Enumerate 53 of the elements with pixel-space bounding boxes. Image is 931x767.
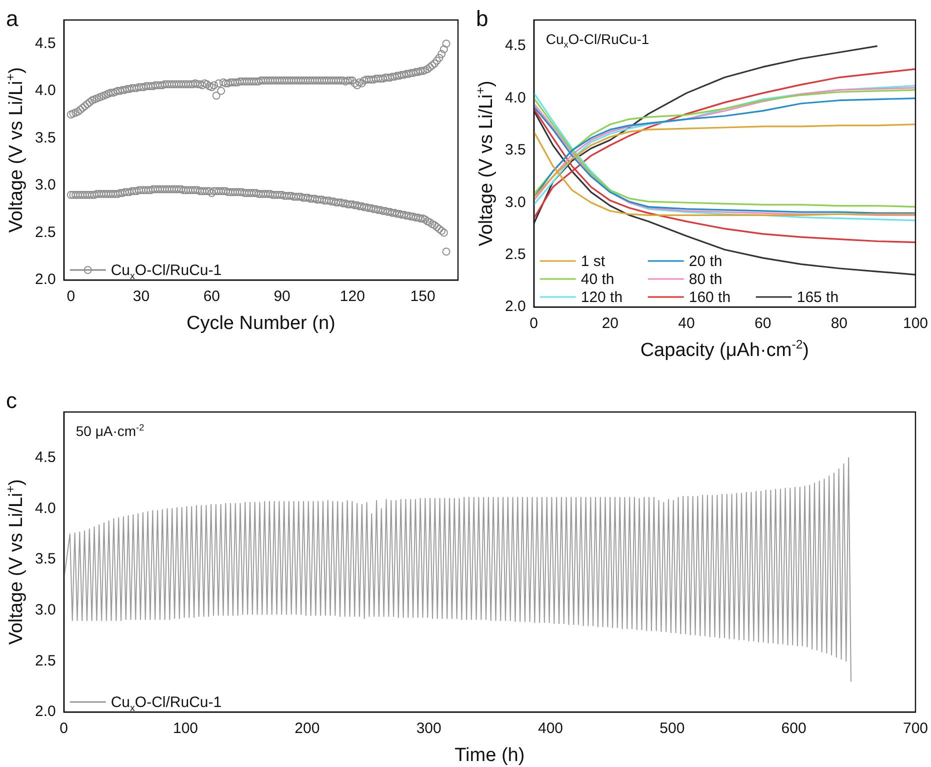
legend-label: 40 th: [580, 271, 614, 288]
legend-label: 160 th: [688, 289, 731, 306]
y-tick-label: 4.5: [34, 34, 56, 52]
chart-title: c: [6, 388, 17, 413]
y-tick-label: 2.0: [504, 298, 526, 316]
y-tick-label: 2.5: [34, 652, 56, 670]
x-tick-label: 90: [274, 288, 290, 306]
y-tick-label: 4.5: [34, 448, 56, 466]
y-axis-title: Voltage (V vs Li/Li+): [473, 80, 497, 246]
x-axis-title: Cycle Number (n): [186, 313, 336, 334]
x-tick-label: 0: [530, 315, 538, 332]
y-tick-label: 4.0: [504, 89, 526, 106]
x-tick-label: 80: [830, 315, 848, 332]
x-tick-label: 200: [294, 720, 320, 738]
x-tick-label: 30: [132, 288, 150, 306]
x-tick-label: 100: [173, 720, 198, 738]
legend-label: 1 st: [580, 253, 606, 270]
y-tick-label: 4.0: [34, 82, 56, 100]
x-tick-label: 120: [340, 288, 365, 306]
y-tick-label: 4.0: [34, 500, 56, 517]
x-tick-label: 60: [203, 288, 220, 306]
x-tick-label: 400: [538, 720, 564, 738]
x-tick-label: 100: [902, 315, 928, 332]
y-axis-title: Voltage (V vs Li/Li+): [3, 479, 27, 645]
x-tick-label: 300: [416, 720, 442, 738]
x-tick-label: 0: [60, 720, 68, 738]
y-tick-label: 4.5: [504, 37, 526, 54]
x-axis-title: Time (h): [454, 745, 525, 766]
y-tick-label: 3.0: [34, 176, 56, 194]
y-tick-label: 2.0: [34, 703, 56, 720]
x-tick-label: 20: [602, 315, 619, 332]
legend-label: 80 th: [688, 271, 722, 288]
x-tick-label: 150: [410, 288, 436, 306]
y-tick-label: 3.0: [504, 194, 526, 211]
y-tick-label: 3.5: [504, 142, 526, 159]
x-tick-label: 40: [678, 315, 695, 332]
x-tick-label: 600: [781, 720, 806, 738]
y-tick-label: 2.5: [504, 246, 526, 263]
x-tick-label: 0: [66, 288, 76, 306]
legend-label: 120 th: [580, 289, 623, 306]
x-tick-label: 60: [754, 315, 772, 332]
y-axis-title: Voltage (V vs Li/Li+): [3, 67, 27, 233]
chart-title: a: [6, 6, 19, 31]
x-tick-label: 700: [902, 720, 928, 738]
legend-label: 20 th: [688, 253, 722, 270]
chart-title: b: [476, 6, 488, 31]
legend-label: 165 th: [796, 289, 839, 306]
y-tick-label: 2.5: [34, 224, 56, 241]
y-tick-label: 3.5: [34, 129, 56, 146]
y-tick-label: 2.0: [34, 271, 56, 288]
y-tick-label: 3.5: [34, 550, 56, 568]
x-tick-label: 500: [660, 720, 685, 738]
y-tick-label: 3.0: [34, 601, 56, 618]
